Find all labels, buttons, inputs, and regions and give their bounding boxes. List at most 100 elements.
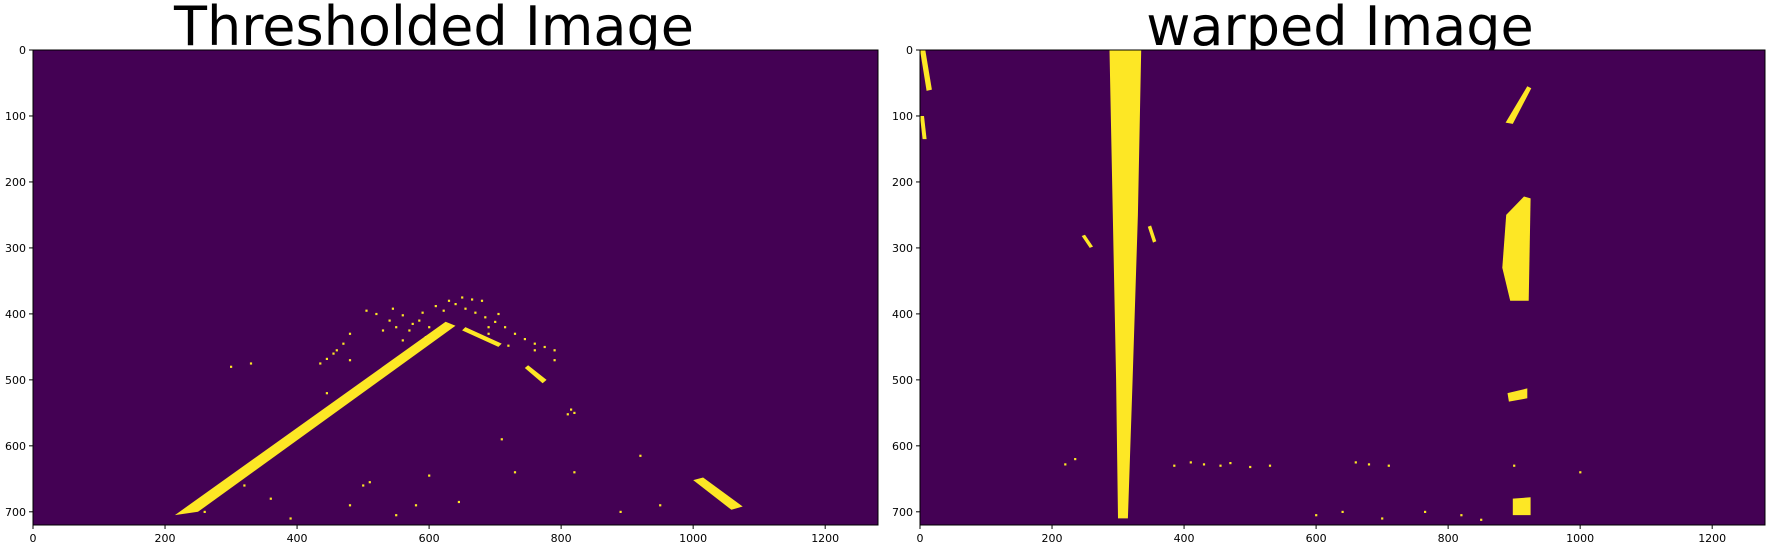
pixel-horizon-cluster-34: [335, 349, 338, 352]
pixel-noise-specks-7: [1315, 514, 1318, 517]
pixel-horizon-cluster-7: [434, 305, 437, 308]
feature-debris-right: [1147, 225, 1157, 243]
x-ticks-thresholded: 0 200 400 600 800 1000 1200: [30, 525, 839, 545]
pixel-horizon-cluster-13: [484, 316, 487, 319]
pixel-noise-specks-14: [1354, 461, 1357, 464]
pixel-noise-specks-12: [1480, 518, 1483, 521]
axes-frame-thresholded: [32, 49, 879, 526]
panel-warped: warped Image 0 200 400 600 800 1000 1200 0 100 2…: [892, 0, 1766, 545]
pixel-horizon-cluster-6: [428, 326, 431, 329]
pixel-noise-specks-10: [203, 510, 206, 513]
pixel-noise-specks-4: [1219, 464, 1222, 467]
y-tick-label: 0: [19, 44, 26, 57]
pixel-horizon-cluster-31: [461, 296, 464, 299]
pixel-noise-specks-2: [1189, 461, 1192, 464]
pixel-horizon-cluster-48: [497, 312, 500, 316]
pixel-horizon-cluster-26: [381, 329, 385, 332]
pixel-noise-specks-0: [1064, 463, 1067, 466]
pixel-noise-specks-13: [348, 504, 352, 507]
pixel-horizon-cluster-20: [553, 349, 556, 352]
pixel-horizon-cluster-41: [570, 408, 573, 411]
pixel-noise-specks-18: [1387, 464, 1390, 467]
x-tick-label: 0: [917, 532, 924, 545]
x-tick-label: 200: [155, 532, 176, 545]
pixel-horizon-cluster-37: [444, 329, 447, 332]
pixel-horizon-cluster-40: [573, 411, 576, 414]
pixel-horizon-cluster-5: [421, 311, 424, 314]
title-thresholded: Thresholded Image: [173, 0, 694, 58]
image-features-thresholded: [174, 296, 743, 520]
pixel-noise-specks-16: [1268, 464, 1272, 467]
pixel-horizon-cluster-33: [480, 299, 484, 302]
panel-thresholded: Thresholded Image 0 200 400 600 800 1000 1200 …: [5, 0, 879, 545]
y-tick-label: 0: [906, 44, 913, 57]
pixel-noise-specks-9: [1381, 517, 1384, 520]
pixel-horizon-cluster-28: [408, 329, 411, 332]
pixel-horizon-cluster-43: [230, 365, 233, 368]
pixel-horizon-cluster-38: [487, 332, 490, 335]
pixel-noise-specks-1: [1173, 464, 1176, 467]
pixel-horizon-cluster-16: [513, 332, 517, 335]
pixel-noise-specks-2: [368, 481, 371, 484]
pixel-horizon-cluster-12: [474, 311, 477, 314]
pixel-horizon-cluster-15: [504, 326, 507, 329]
x-ticks-warped: 0 200 400 600 800 1000 1200: [917, 525, 1726, 545]
pixel-noise-specks-15: [1367, 463, 1371, 466]
pixel-noise-specks-12: [428, 474, 431, 477]
pixel-noise-specks-14: [395, 514, 398, 517]
pixel-noise-specks-11: [1460, 514, 1463, 517]
y-tick-label: 100: [892, 110, 913, 123]
pixel-horizon-cluster-1: [375, 312, 378, 316]
pixel-noise-specks-3: [269, 497, 272, 500]
feature-right-lane-small-dash: [1507, 388, 1528, 402]
pixel-horizon-cluster-4: [411, 322, 414, 325]
pixel-horizon-cluster-27: [395, 326, 398, 329]
pixel-horizon-cluster-0: [365, 309, 368, 312]
pixel-noise-specks-13: [1513, 464, 1516, 467]
feature-left-edge-streak-lower: [920, 116, 927, 140]
feature-left-lane-line: [174, 321, 456, 516]
pixel-noise-specks-10: [1424, 510, 1427, 513]
plot-area-warped: [920, 50, 1765, 525]
pixel-horizon-cluster-9: [447, 299, 451, 302]
pixel-horizon-cluster-14: [494, 320, 497, 323]
x-tick-label: 600: [419, 532, 440, 545]
pixel-noise-specks-19: [1579, 471, 1582, 474]
y-tick-label: 200: [892, 176, 913, 189]
pixel-horizon-cluster-36: [418, 319, 421, 322]
feature-debris-left: [1081, 234, 1093, 248]
title-warped: warped Image: [1146, 0, 1534, 58]
x-tick-label: 200: [1042, 532, 1063, 545]
pixel-horizon-cluster-23: [332, 352, 335, 355]
feature-right-lane-line-far: [462, 327, 502, 347]
pixel-horizon-cluster-39: [507, 344, 510, 347]
pixel-noise-specks-4: [513, 471, 517, 474]
x-tick-label: 800: [1438, 532, 1459, 545]
pixel-horizon-cluster-29: [424, 336, 427, 339]
pixel-horizon-cluster-50: [553, 359, 556, 362]
y-tick-label: 200: [5, 176, 26, 189]
pixel-horizon-cluster-3: [401, 314, 404, 317]
x-tick-label: 400: [287, 532, 308, 545]
y-ticks-warped: 0 100 200 300 400 500 600 700: [892, 44, 920, 519]
pixel-noise-specks-8: [1341, 510, 1344, 513]
pixel-noise-specks-16: [573, 471, 576, 474]
pixel-noise-specks-17: [1074, 458, 1077, 461]
pixel-noise-specks-9: [414, 504, 418, 507]
feature-right-lane-middle-segment: [1502, 196, 1531, 301]
pixel-horizon-cluster-11: [464, 307, 467, 310]
pixel-horizon-cluster-49: [533, 349, 536, 352]
pixel-horizon-cluster-47: [487, 326, 490, 329]
y-tick-label: 400: [892, 308, 913, 321]
image-features-warped: [920, 50, 1582, 521]
feature-left-edge-streak: [920, 50, 932, 91]
pixel-noise-specks-6: [1249, 465, 1252, 469]
pixel-noise-specks-1: [362, 484, 365, 487]
y-tick-label: 600: [892, 440, 913, 453]
pixel-horizon-cluster-21: [348, 332, 352, 335]
feature-right-lane-upper-dash: [1505, 86, 1532, 124]
pixel-noise-specks-5: [1229, 462, 1232, 465]
y-tick-label: 500: [892, 374, 913, 387]
axes-frame-warped: [919, 49, 1766, 526]
y-tick-label: 700: [892, 506, 913, 519]
